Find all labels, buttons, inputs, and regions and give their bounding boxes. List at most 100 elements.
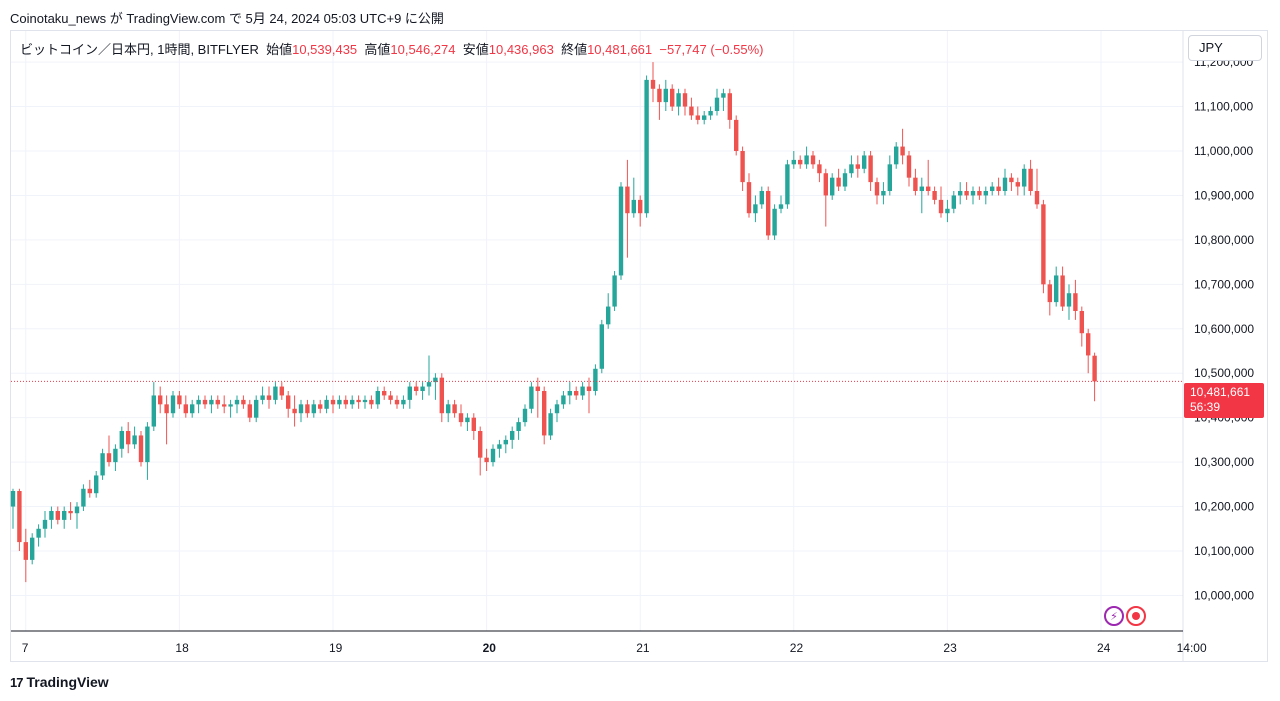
candle-body <box>542 391 547 436</box>
candle-body <box>574 391 579 396</box>
candle-body <box>676 93 681 107</box>
candle-body <box>682 93 688 107</box>
candle-body <box>151 395 156 427</box>
candle-body <box>657 88 662 103</box>
candle-body <box>87 488 92 494</box>
candle-body <box>798 159 803 165</box>
candle-body <box>433 377 438 383</box>
candle-body <box>842 173 848 187</box>
candle-body <box>439 377 444 414</box>
candle-body <box>894 146 899 165</box>
grid-lines <box>11 31 1183 631</box>
candle-body <box>356 399 361 403</box>
candle-body <box>414 386 419 391</box>
candle-body <box>279 386 284 396</box>
candle-body <box>874 182 880 196</box>
candle-body <box>305 404 310 414</box>
candle-body <box>394 399 400 405</box>
brand-label: TradingView <box>26 674 109 690</box>
tradingview-logo-icon: 17 <box>10 675 24 690</box>
y-tick-label: 10,300,000 <box>1194 455 1254 469</box>
candle-body <box>1073 293 1078 311</box>
y-tick-label: 10,000,000 <box>1194 588 1254 602</box>
x-tick-label: 23 <box>943 641 957 655</box>
candle-body <box>1041 204 1046 285</box>
candle-body <box>926 186 931 191</box>
candle-body <box>900 146 905 156</box>
candle-body <box>286 395 291 409</box>
candle-body <box>330 399 336 405</box>
candle-body <box>68 511 73 514</box>
y-tick-label: 11,100,000 <box>1194 100 1253 114</box>
candle-body <box>254 399 259 418</box>
candle-body <box>260 395 265 400</box>
candle-body <box>74 506 80 514</box>
x-tick-label: 22 <box>790 641 804 655</box>
candle-body <box>753 204 758 214</box>
candle-body <box>836 177 841 187</box>
candle-body <box>958 191 963 196</box>
candle-body <box>119 431 124 449</box>
candle-body <box>23 542 28 560</box>
candle-body <box>695 115 700 120</box>
candle-body <box>887 164 892 191</box>
candle-body <box>766 191 771 236</box>
candle-body <box>714 97 720 111</box>
y-tick-label: 10,500,000 <box>1194 366 1254 380</box>
currency-selector[interactable]: JPY <box>1188 35 1262 61</box>
candle-body <box>164 404 169 414</box>
candle-body <box>951 195 956 209</box>
candle-body <box>830 177 835 196</box>
candle-body <box>638 199 643 214</box>
candle-body <box>1054 275 1059 303</box>
y-axis: 10,000,000 10,100,000 10,200,000 10,300,000… <box>1182 31 1254 661</box>
candle-body <box>362 399 368 403</box>
chart-frame <box>10 30 1268 662</box>
y-tick-label: 10,900,000 <box>1194 188 1254 202</box>
candle-body <box>1086 333 1091 356</box>
candle-body <box>996 186 1001 191</box>
candle-body <box>1079 311 1084 334</box>
candle-body <box>727 93 732 120</box>
candle-body <box>554 404 560 414</box>
symbol-label[interactable]: ビットコイン／日本円, 1時間, BITFLYER <box>20 42 259 57</box>
candle-body <box>868 155 873 183</box>
candle-body <box>30 537 35 560</box>
candle-body <box>234 399 240 405</box>
candle-body <box>593 368 598 391</box>
candle-body <box>906 155 912 178</box>
close-label: 終値 <box>561 42 588 57</box>
lightning-icon[interactable]: ⚡ <box>1104 606 1124 626</box>
candle-body <box>983 191 988 196</box>
candle-body <box>132 435 137 445</box>
candle-body <box>785 164 790 205</box>
candle-body <box>631 199 636 214</box>
candle-body <box>522 408 528 423</box>
candle-body <box>1022 168 1027 187</box>
x-tick-label: 20 <box>483 641 497 655</box>
candle-body <box>778 204 784 209</box>
candle-body <box>100 453 105 476</box>
published-line: Coinotaku_news が TradingView.com で 5月 24… <box>10 11 444 26</box>
candle-body <box>503 439 508 445</box>
candle-body <box>311 404 316 414</box>
candle-body <box>862 155 867 169</box>
candle-body <box>721 93 726 98</box>
candle-body <box>1015 182 1020 187</box>
low-value: 10,436,963 <box>488 42 554 57</box>
y-tick-label: 10,200,000 <box>1194 500 1254 514</box>
candle-body <box>618 186 624 276</box>
x-tick-label: 7 <box>22 641 29 655</box>
record-icon[interactable] <box>1126 606 1146 626</box>
x-tick-label: 14:00 <box>1177 641 1207 655</box>
candle-body <box>452 404 457 414</box>
candle-body <box>964 191 969 196</box>
candle-body <box>170 395 176 414</box>
candle-body <box>158 395 163 405</box>
candle-body <box>273 386 278 400</box>
candle-body <box>126 431 131 445</box>
candle-body <box>196 399 201 405</box>
candle-body <box>919 186 924 191</box>
candle-body <box>599 324 604 369</box>
